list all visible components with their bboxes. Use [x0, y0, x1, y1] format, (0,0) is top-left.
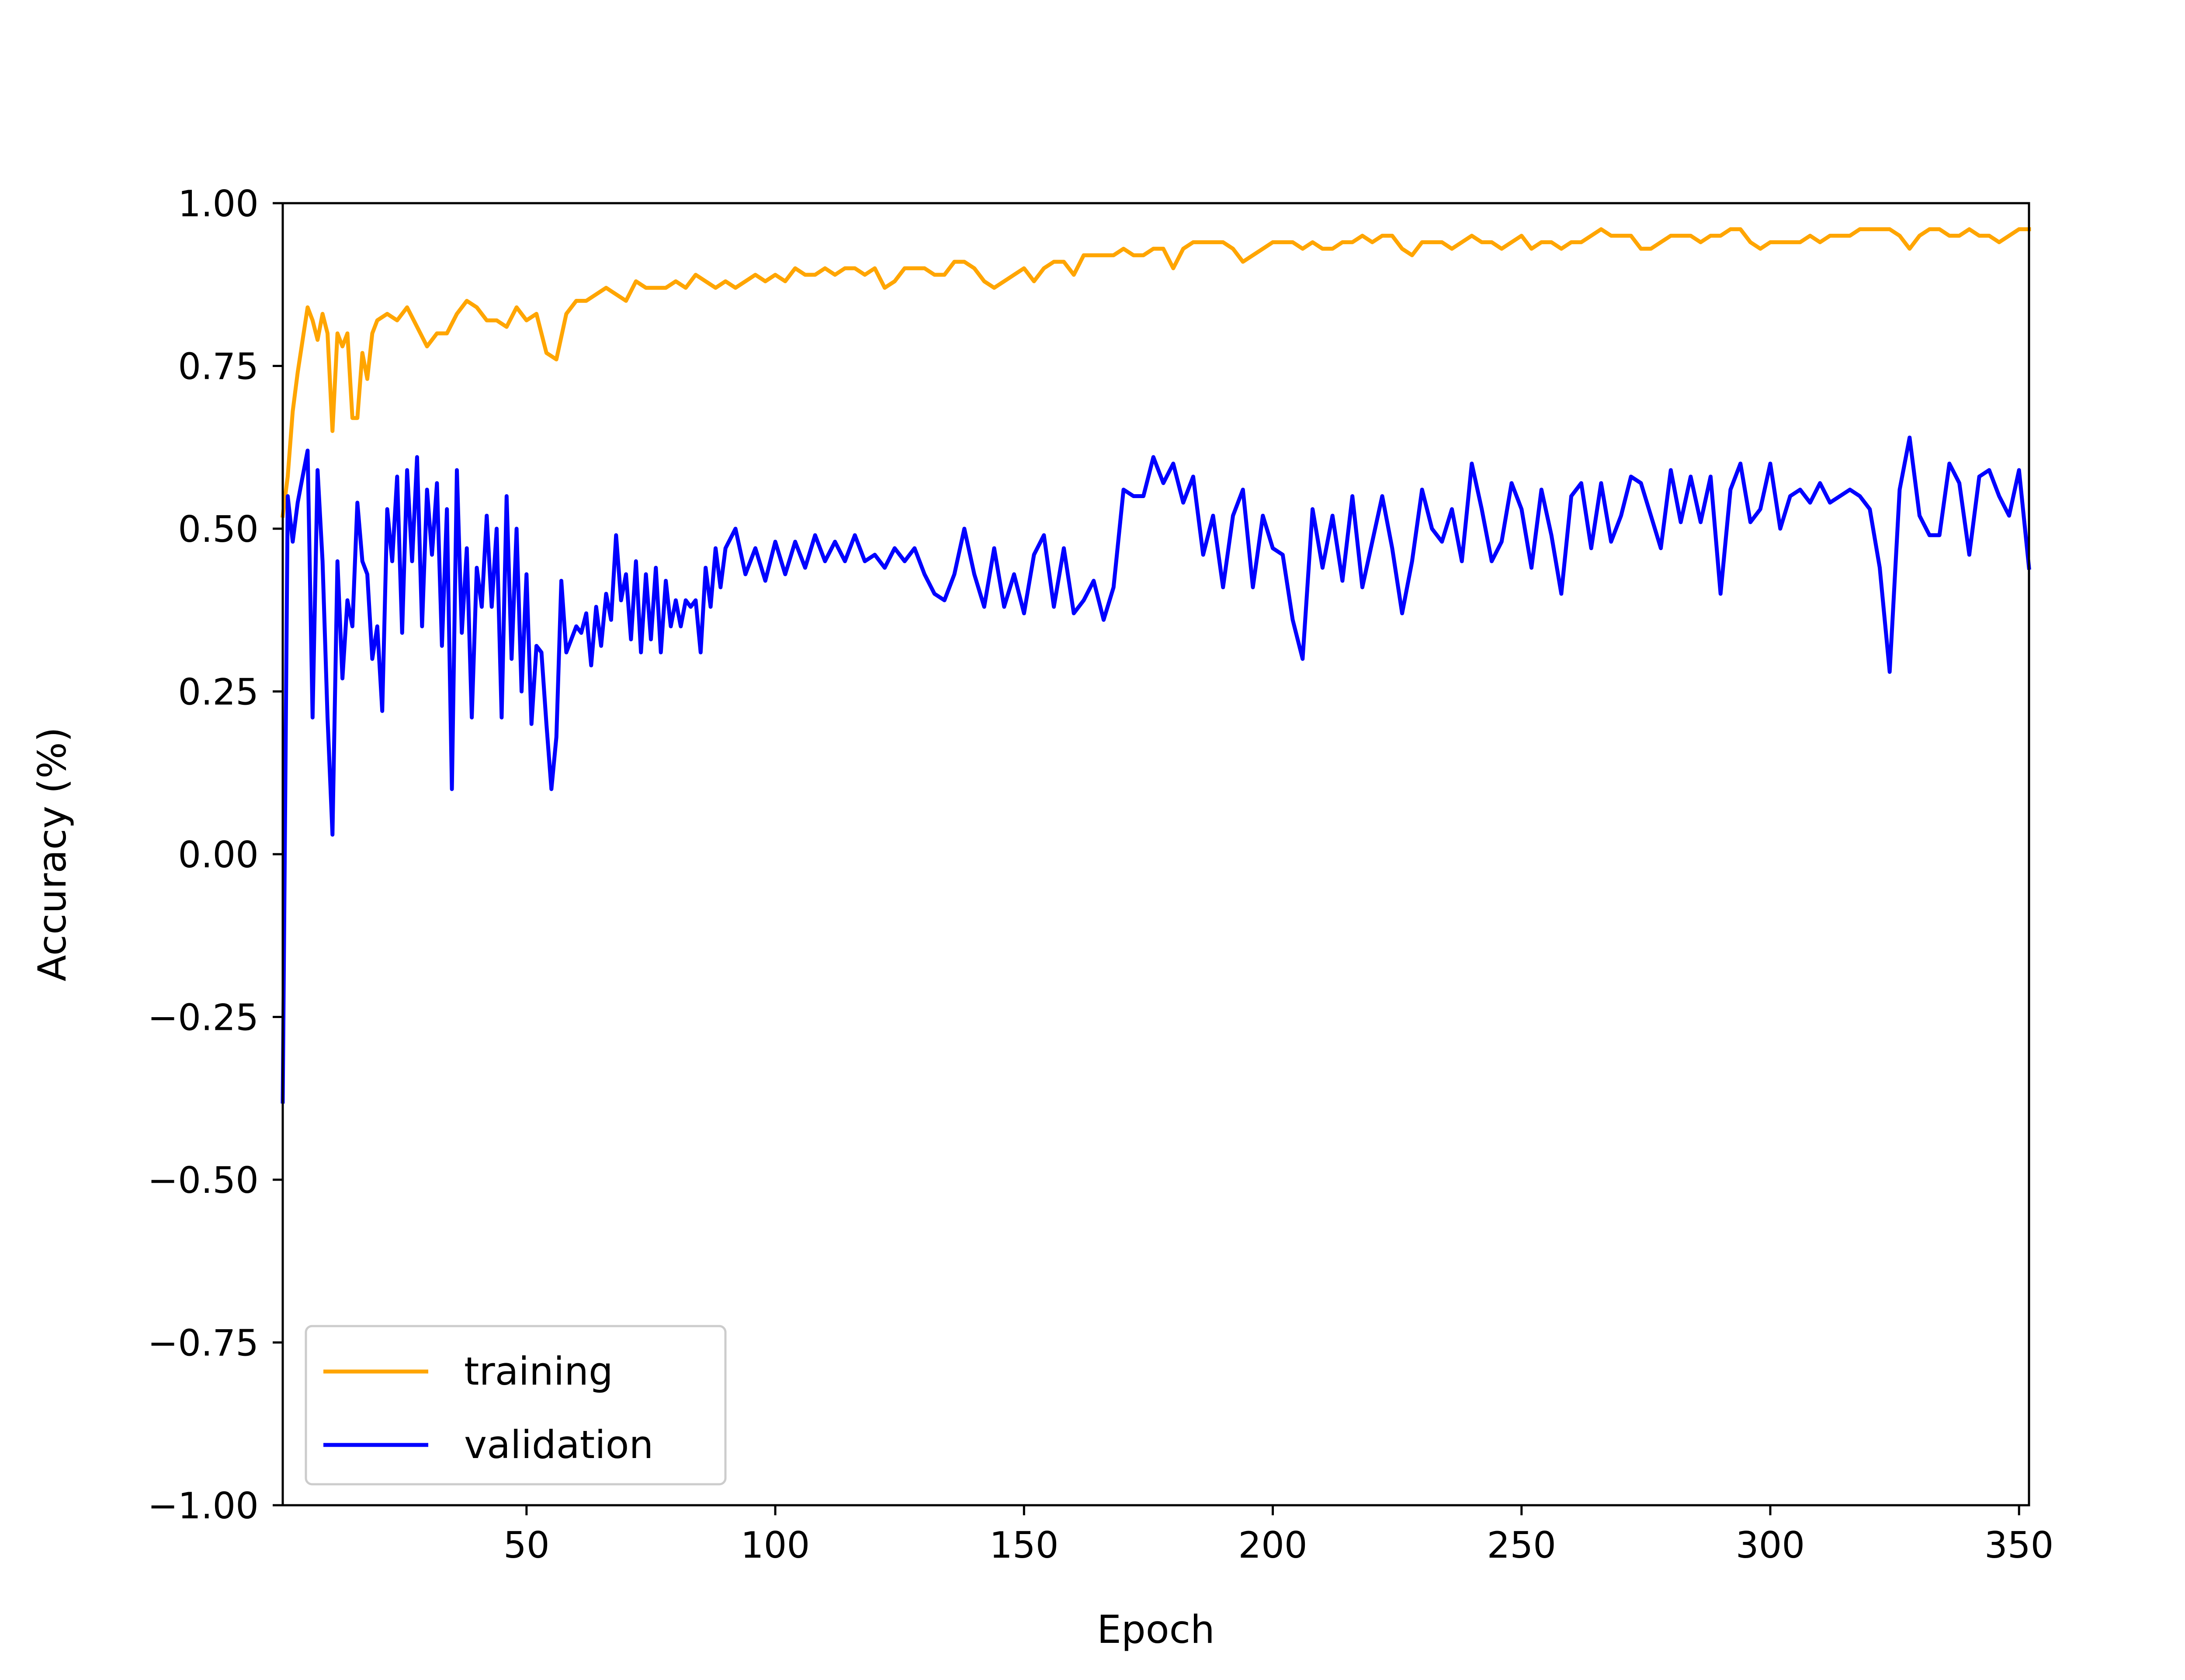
- y-tick-label: −1.00: [148, 1485, 259, 1527]
- y-axis-title: Accuracy (%): [30, 727, 75, 981]
- x-tick-label: 300: [1736, 1524, 1805, 1566]
- x-tick-label: 350: [1984, 1524, 2053, 1566]
- legend-label-training: training: [464, 1349, 613, 1394]
- y-axis: −1.00 −0.75 −0.50 −0.25 0.00 0.25 0.50 0.75 1.00: [148, 183, 283, 1527]
- y-tick-label: 0.00: [178, 834, 259, 876]
- y-tick-label: −0.50: [148, 1159, 259, 1202]
- x-tick-label: 250: [1487, 1524, 1556, 1566]
- y-tick-label: −0.75: [148, 1322, 259, 1365]
- y-tick-label: −0.25: [148, 997, 259, 1039]
- legend-label-validation: validation: [464, 1422, 653, 1467]
- x-tick-label: 50: [503, 1524, 550, 1566]
- y-tick-label: 0.50: [178, 508, 259, 551]
- y-tick-label: 1.00: [178, 183, 259, 225]
- x-tick-label: 100: [741, 1524, 810, 1566]
- x-axis: 50 100 150 200 250 300 350: [503, 1505, 2053, 1566]
- legend: training validation: [305, 1325, 727, 1486]
- x-tick-label: 150: [989, 1524, 1058, 1566]
- y-tick-label: 0.75: [178, 346, 259, 388]
- x-tick-label: 200: [1238, 1524, 1307, 1566]
- series-layer: [280, 227, 2031, 1104]
- x-axis-title: Epoch: [1097, 1607, 1214, 1652]
- y-tick-label: 0.25: [178, 671, 259, 714]
- series-line-training: [280, 227, 2031, 518]
- series-line-validation: [281, 435, 2031, 1104]
